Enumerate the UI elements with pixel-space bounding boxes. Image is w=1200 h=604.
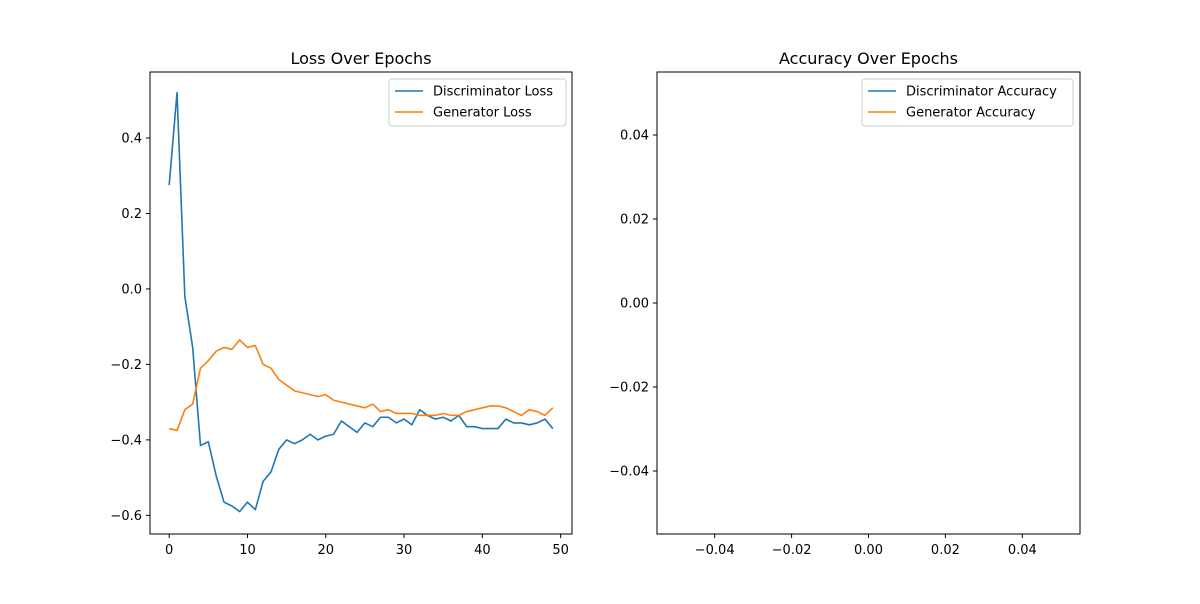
y-tick-label: 0.04: [620, 129, 649, 144]
legend-label: Discriminator Accuracy: [906, 85, 1057, 100]
y-tick-label: 0.00: [620, 297, 649, 312]
x-tick-label: 30: [396, 543, 413, 558]
x-tick-label: 10: [239, 543, 256, 558]
x-tick-label: −0.04: [695, 543, 735, 558]
y-tick-label: 0.0: [121, 282, 142, 297]
x-tick-label: 0.04: [1008, 543, 1037, 558]
legend: Discriminator Accuracy Generator Accuracy: [861, 78, 1074, 127]
x-tick-label: 40: [474, 543, 491, 558]
series-line-1: [168, 91, 554, 513]
legend-label: Generator Accuracy: [906, 106, 1036, 121]
legend-label: Generator Loss: [433, 106, 532, 121]
plot-frame: [656, 71, 1081, 535]
y-tick-label: −0.4: [110, 433, 142, 448]
x-tick-label: 0.00: [854, 543, 883, 558]
y-tick-label: −0.02: [609, 381, 649, 396]
y-tick-label: −0.04: [609, 465, 649, 480]
legend: Discriminator Loss Generator Loss: [388, 78, 567, 127]
chart-title: Accuracy Over Epochs: [779, 49, 958, 68]
x-tick-label: −0.02: [772, 543, 812, 558]
y-tick-label: 0.4: [121, 132, 142, 147]
chart-panel-2: Accuracy Over Epochs −0.04 −0.02 0.00 0.02 0.…: [609, 49, 1081, 558]
y-tick-label: 0.2: [121, 207, 142, 222]
x-tick-label: 0.02: [931, 543, 960, 558]
chart-panel-1: Loss Over Epochs 0 10 20 30 40 50 −0.6 −0.4 −0.2 0…: [110, 49, 573, 558]
y-tick-label: −0.2: [110, 358, 142, 373]
legend-box: [861, 78, 1074, 127]
x-tick-label: 50: [552, 543, 569, 558]
plot-frame: [149, 71, 573, 535]
legend-label: Discriminator Loss: [433, 85, 553, 100]
x-tick-label: 20: [317, 543, 334, 558]
legend-box: [388, 78, 567, 127]
y-tick-label: 0.02: [620, 213, 649, 228]
chart-title: Loss Over Epochs: [290, 49, 431, 68]
x-tick-label: 0: [165, 543, 173, 558]
y-tick-label: −0.6: [110, 509, 142, 524]
series-line-2: [168, 339, 554, 432]
